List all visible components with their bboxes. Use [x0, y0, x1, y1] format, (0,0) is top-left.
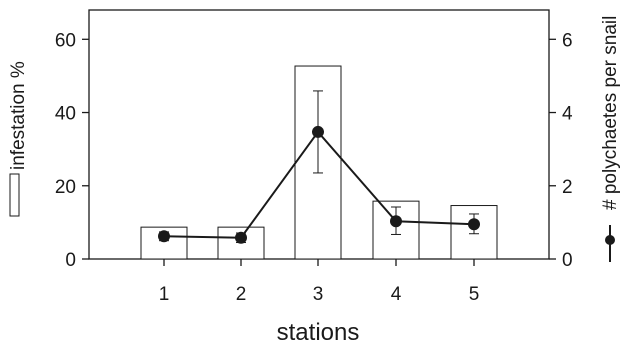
x-tick-label-1: 1	[159, 284, 170, 305]
x-axis: 1 2 3 4 5	[159, 259, 480, 305]
line-legend-swatch-marker	[605, 235, 615, 245]
x-axis-title: stations	[277, 319, 360, 346]
polychaete-point-station-2	[235, 231, 247, 244]
right-axis: 0 2 4 6	[549, 30, 573, 271]
x-tick-label-3: 3	[313, 284, 324, 305]
polychaete-point-station-3	[312, 125, 324, 138]
x-tick-label-4: 4	[391, 284, 402, 305]
x-tick-label-2: 2	[236, 284, 247, 305]
right-tick-label-0: 0	[562, 250, 573, 271]
bar-legend-swatch	[9, 173, 20, 217]
left-tick-label-40: 40	[55, 104, 76, 125]
bars-layer	[140, 65, 498, 260]
x-tick-label-5: 5	[469, 284, 480, 305]
right-tick-label-4: 4	[562, 104, 573, 125]
line-layer	[158, 125, 480, 244]
right-tick-label-6: 6	[562, 30, 573, 51]
right-tick-label-2: 2	[562, 177, 573, 198]
left-tick-label-60: 60	[55, 30, 76, 51]
left-axis: 0 20 40 60	[55, 30, 89, 271]
polychaete-point-station-4	[390, 215, 402, 228]
polychaete-point-station-1	[158, 230, 170, 243]
left-tick-label-0: 0	[65, 250, 76, 271]
right-axis-title: # polychaetes per snail	[600, 16, 620, 210]
left-axis-title: infestation %	[8, 61, 29, 170]
left-tick-label-20: 20	[55, 177, 76, 198]
polychaete-point-station-5	[468, 218, 480, 231]
